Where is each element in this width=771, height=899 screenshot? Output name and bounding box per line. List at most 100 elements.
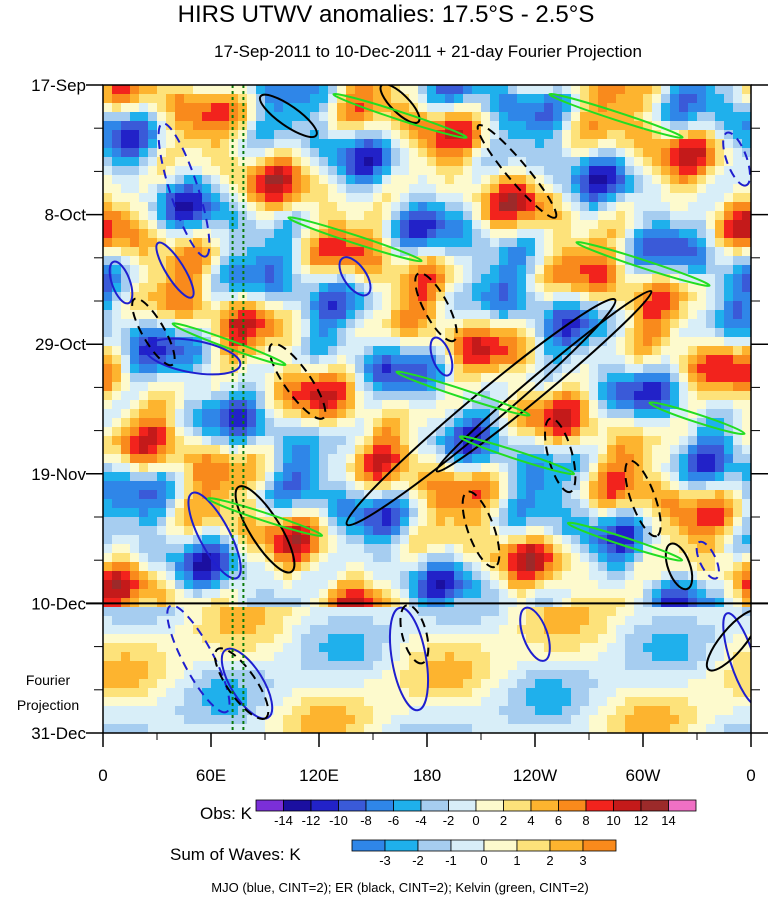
anomaly-cell (319, 139, 328, 148)
anomaly-cell (121, 652, 130, 661)
anomaly-cell (148, 679, 157, 688)
anomaly-cell (211, 616, 220, 625)
anomaly-cell (283, 166, 292, 175)
anomaly-cell (652, 193, 661, 202)
anomaly-cell (112, 355, 121, 364)
anomaly-cell (742, 184, 751, 193)
anomaly-cell (661, 301, 670, 310)
anomaly-cell (742, 697, 751, 706)
anomaly-cell (337, 553, 346, 562)
anomaly-cell (553, 697, 562, 706)
anomaly-cell (328, 301, 337, 310)
anomaly-cell (508, 688, 517, 697)
anomaly-cell (580, 94, 589, 103)
anomaly-cell (103, 310, 112, 319)
anomaly-cell (562, 121, 571, 130)
anomaly-cell (526, 562, 535, 571)
anomaly-cell (319, 310, 328, 319)
anomaly-cell (670, 652, 679, 661)
anomaly-cell (589, 166, 598, 175)
anomaly-cell (202, 112, 211, 121)
anomaly-cell (598, 409, 607, 418)
anomaly-cell (625, 328, 634, 337)
anomaly-cell (688, 661, 697, 670)
anomaly-cell (355, 652, 364, 661)
anomaly-cell (580, 148, 589, 157)
anomaly-cell (130, 436, 139, 445)
anomaly-cell (544, 499, 553, 508)
anomaly-cell (634, 103, 643, 112)
anomaly-cell (679, 508, 688, 517)
anomaly-cell (283, 544, 292, 553)
anomaly-cell (319, 247, 328, 256)
anomaly-cell (616, 643, 625, 652)
anomaly-cell (499, 166, 508, 175)
anomaly-cell (742, 427, 751, 436)
anomaly-cell (184, 85, 193, 94)
anomaly-cell (184, 166, 193, 175)
anomaly-cell (319, 256, 328, 265)
anomaly-cell (292, 247, 301, 256)
anomaly-cell (166, 319, 175, 328)
anomaly-cell (589, 589, 598, 598)
anomaly-cell (139, 499, 148, 508)
anomaly-cell (490, 328, 499, 337)
anomaly-cell (481, 553, 490, 562)
anomaly-cell (625, 634, 634, 643)
anomaly-cell (148, 112, 157, 121)
anomaly-cell (499, 562, 508, 571)
anomaly-cell (391, 337, 400, 346)
anomaly-cell (418, 346, 427, 355)
anomaly-cell (301, 130, 310, 139)
anomaly-cell (526, 508, 535, 517)
anomaly-cell (166, 121, 175, 130)
anomaly-cell (472, 463, 481, 472)
anomaly-cell (445, 652, 454, 661)
anomaly-cell (265, 607, 274, 616)
anomaly-cell (742, 247, 751, 256)
anomaly-cell (247, 706, 256, 715)
anomaly-cell (445, 355, 454, 364)
anomaly-cell (238, 211, 247, 220)
anomaly-cell (373, 301, 382, 310)
anomaly-cell (265, 121, 274, 130)
anomaly-cell (148, 139, 157, 148)
anomaly-cell (679, 580, 688, 589)
anomaly-cell (598, 517, 607, 526)
anomaly-cell (562, 310, 571, 319)
anomaly-cell (319, 643, 328, 652)
anomaly-cell (427, 103, 436, 112)
anomaly-cell (544, 301, 553, 310)
anomaly-cell (283, 508, 292, 517)
anomaly-cell (670, 481, 679, 490)
anomaly-cell (319, 346, 328, 355)
anomaly-cell (733, 553, 742, 562)
anomaly-cell (607, 202, 616, 211)
anomaly-cell (274, 157, 283, 166)
anomaly-cell (175, 247, 184, 256)
anomaly-cell (580, 265, 589, 274)
anomaly-cell (229, 481, 238, 490)
anomaly-cell (364, 562, 373, 571)
anomaly-cell (328, 652, 337, 661)
anomaly-cell (724, 472, 733, 481)
anomaly-cell (643, 508, 652, 517)
anomaly-cell (184, 283, 193, 292)
anomaly-cell (364, 319, 373, 328)
anomaly-cell (490, 85, 499, 94)
anomaly-cell (355, 373, 364, 382)
anomaly-cell (418, 94, 427, 103)
anomaly-cell (229, 571, 238, 580)
anomaly-cell (625, 652, 634, 661)
anomaly-cell (436, 589, 445, 598)
anomaly-cell (346, 247, 355, 256)
anomaly-cell (679, 355, 688, 364)
anomaly-cell (463, 463, 472, 472)
anomaly-cell (679, 139, 688, 148)
anomaly-cell (571, 544, 580, 553)
anomaly-cell (454, 436, 463, 445)
anomaly-cell (274, 400, 283, 409)
anomaly-cell (157, 634, 166, 643)
anomaly-cell (580, 256, 589, 265)
anomaly-cell (670, 184, 679, 193)
